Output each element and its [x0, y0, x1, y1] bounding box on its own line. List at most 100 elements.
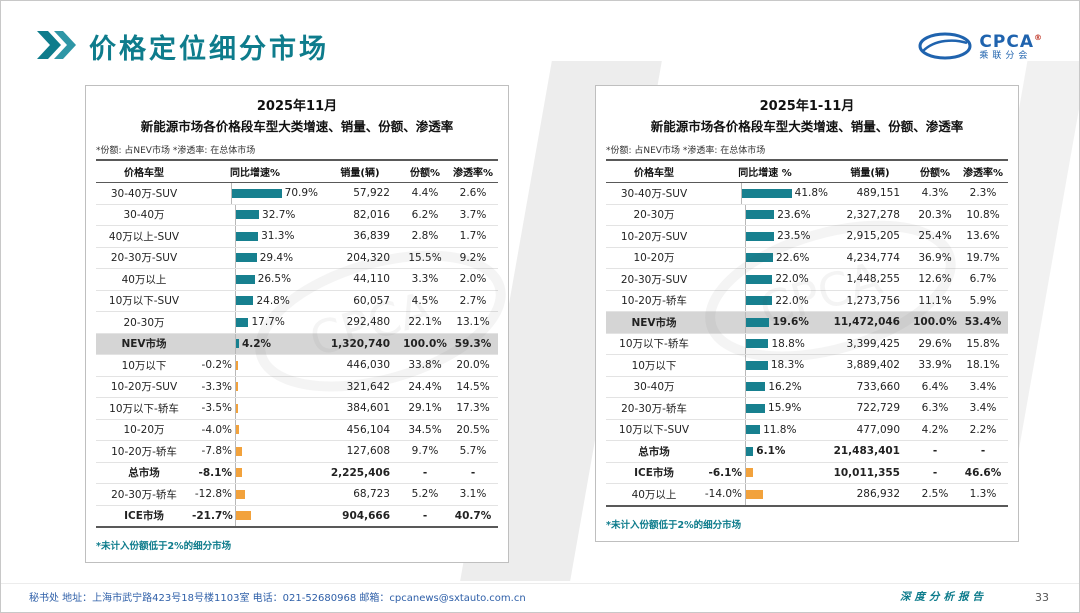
price-segment-label: ICE市场 — [124, 510, 164, 523]
growth-bar — [236, 511, 252, 521]
share-value: 34.5% — [408, 423, 442, 436]
penetration-value: 40.7% — [454, 509, 492, 522]
growth-bar — [746, 489, 763, 499]
growth-axis-line — [745, 419, 746, 440]
growth-axis-line — [235, 355, 236, 376]
table-row: NEV市场 4.2% 1,320,740 100.0% 59.3% — [96, 333, 498, 355]
col-header-penetration: 渗透率% — [962, 168, 1004, 179]
share-value: 4.5% — [411, 294, 439, 307]
penetration-value: 20.0% — [456, 359, 490, 372]
growth-cell: -3.5% — [192, 398, 318, 419]
sales-value: 477,090 — [856, 423, 900, 436]
growth-bar — [236, 489, 246, 499]
growth-axis-line — [745, 484, 746, 505]
sales-value: 204,320 — [346, 251, 390, 264]
penetration-value: 2.2% — [969, 423, 997, 436]
share-value: 3.3% — [411, 273, 439, 286]
table-row: 10-20万 22.6% 4,234,774 36.9% 19.7% — [606, 247, 1008, 269]
table-title: 新能源市场各价格段车型大类增速、销量、份额、渗透率 — [140, 119, 454, 134]
growth-cell: 41.8% — [702, 183, 828, 204]
growth-negative-value: -3.5% — [201, 402, 232, 415]
price-segment-label: 30-40万-SUV — [620, 187, 688, 200]
growth-bar — [236, 274, 255, 284]
growth-axis-line — [740, 183, 742, 204]
penetration-value: 59.3% — [454, 337, 492, 350]
growth-axis-line — [235, 376, 236, 397]
share-value: 29.1% — [408, 402, 442, 415]
price-segment-label: 10-20万-SUV — [620, 230, 688, 243]
price-segment-label: 10万以下 — [121, 359, 167, 372]
growth-value: 32.7% — [262, 208, 296, 221]
sales-value: 10,011,355 — [833, 466, 900, 479]
growth-value: 19.6% — [772, 316, 809, 329]
growth-negative-value: -21.7% — [192, 509, 233, 522]
growth-axis-line — [235, 204, 236, 225]
price-segment-label: 10万以下-SUV — [108, 295, 180, 308]
growth-bar — [741, 188, 792, 198]
growth-bar — [746, 382, 766, 392]
growth-value: 23.6% — [777, 208, 811, 221]
share-value: 2.8% — [411, 230, 439, 243]
price-segment-label: 10-20万 — [633, 252, 675, 265]
growth-bar — [236, 339, 239, 349]
growth-axis-line — [235, 290, 236, 311]
growth-cell: 32.7% — [192, 204, 318, 225]
share-value: 12.6% — [918, 273, 952, 286]
share-value: 11.1% — [918, 294, 952, 307]
cpca-logo-icon — [918, 31, 972, 65]
col-header-sales: 销量(辆) — [850, 168, 890, 179]
sales-value: 21,483,401 — [833, 445, 900, 458]
penetration-value: 1.3% — [969, 488, 997, 501]
penetration-value: 19.7% — [966, 251, 1000, 264]
growth-bar — [746, 403, 766, 413]
report-label: 深度分析报告 — [900, 591, 987, 603]
growth-axis-line — [235, 419, 236, 440]
table-body: 30-40万-SUV 70.9% 57,922 4.4% 2.6% 30-40万 32.7%… — [96, 183, 498, 528]
growth-cell: 26.5% — [192, 269, 318, 290]
growth-axis-line — [235, 484, 236, 505]
sales-value: 286,932 — [856, 488, 900, 501]
table-row: 20-30万-SUV 29.4% 204,320 15.5% 9.2% — [96, 247, 498, 269]
growth-value: 22.6% — [776, 251, 810, 264]
table-header-row: 价格车型 同比增速% 销量(辆) 份额% 渗透率% — [96, 159, 498, 183]
growth-axis-line — [745, 462, 746, 483]
price-segment-label: 20-30万 — [633, 209, 675, 222]
growth-axis-line — [745, 247, 746, 268]
growth-bar — [236, 403, 239, 413]
table-row: 10-20万-轿车 22.0% 1,273,756 11.1% 5.9% — [606, 290, 1008, 312]
table-row: 20-30万-SUV 22.0% 1,448,255 12.6% 6.7% — [606, 269, 1008, 291]
penetration-value: 46.6% — [964, 466, 1002, 479]
growth-value: 29.4% — [259, 251, 294, 264]
growth-negative-value: -4.0% — [201, 423, 232, 436]
price-segment-label: 10万以下 — [631, 359, 677, 372]
penetration-value: 5.9% — [969, 294, 997, 307]
price-segment-label: 10万以下-轿车 — [109, 402, 179, 415]
share-value: 6.4% — [921, 380, 949, 393]
penetration-value: 17.3% — [456, 402, 490, 415]
sales-value: 2,915,205 — [846, 230, 900, 243]
table-row: 10万以下-SUV 24.8% 60,057 4.5% 2.7% — [96, 290, 498, 312]
price-segment-label: 10-20万-轿车 — [111, 445, 177, 458]
growth-value: 17.7% — [251, 316, 285, 329]
growth-bar — [231, 188, 282, 198]
penetration-value: 5.7% — [459, 445, 487, 458]
growth-value: 16.2% — [768, 380, 802, 393]
growth-negative-value: -7.8% — [201, 445, 232, 458]
price-segment-label: 10万以下-轿车 — [619, 338, 689, 351]
growth-value: 18.3% — [770, 359, 805, 372]
penetration-value: 53.4% — [964, 316, 1002, 329]
table-row: 30-40万-SUV 41.8% 489,151 4.3% 2.3% — [606, 183, 1008, 205]
growth-value: 41.8% — [794, 187, 828, 200]
growth-value: 11.8% — [763, 423, 797, 436]
penetration-value: 2.6% — [459, 187, 487, 200]
sales-value: 3,889,402 — [846, 359, 900, 372]
share-value: 22.1% — [408, 316, 442, 329]
growth-bar — [746, 296, 773, 306]
growth-negative-value: -6.1% — [708, 466, 742, 479]
sales-value: 456,104 — [346, 423, 390, 436]
sales-value: 3,399,425 — [846, 337, 900, 350]
growth-bar — [236, 382, 239, 392]
price-segment-label: 总市场 — [638, 445, 670, 458]
growth-axis-line — [745, 204, 746, 225]
